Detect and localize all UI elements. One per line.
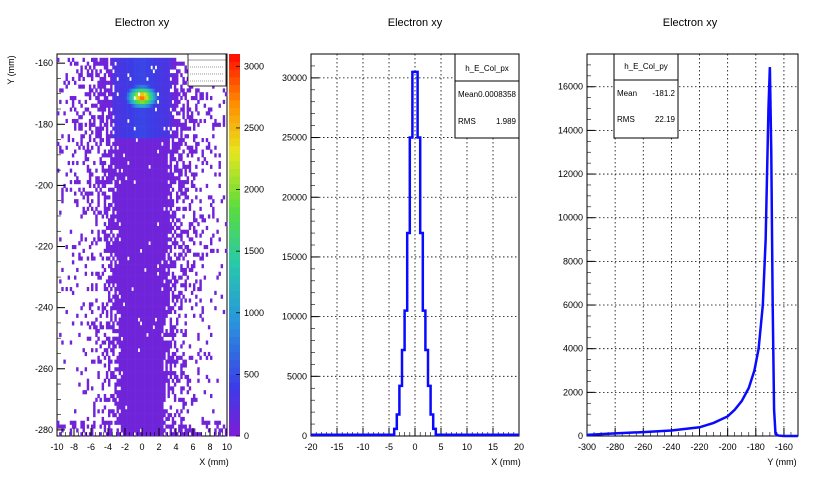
- px-stats-mean: 0.0008358: [478, 90, 516, 99]
- py-stats-rms-label: RMS: [617, 115, 635, 124]
- heatmap-ytick-label: -160: [35, 58, 53, 68]
- px-xtick-label: 0: [412, 442, 417, 452]
- px-ytick-label: 0: [302, 431, 307, 441]
- px-xtick-label: 15: [488, 442, 498, 452]
- colorbar-tick-label: 2500: [244, 123, 264, 133]
- px-histogram-line: [311, 70, 519, 437]
- px-stats-rms-label: RMS: [458, 117, 476, 126]
- py-stats-mean: -181.2: [652, 89, 675, 98]
- heatmap-stats-box: [187, 53, 227, 87]
- py-axes: -300 -280 -260 -240 -220 -200 -180 -160 0 2000 400…: [558, 53, 799, 452]
- py-stats-name: h_E_Col_py: [624, 62, 668, 71]
- px-xtick-label: -20: [304, 442, 317, 452]
- px-stats-box: h_E_Col_px Mean 0.0008358 RMS 1.989: [454, 53, 520, 139]
- heatmap-ytick-label: -220: [35, 242, 53, 252]
- px-stats-rms: 1.989: [496, 117, 517, 126]
- px-xtick-label: 20: [514, 442, 524, 452]
- py-xlabel: Y (mm): [767, 457, 796, 467]
- py-stats-mean-label: Mean: [617, 89, 637, 98]
- heatmap-xlabel: X (mm): [199, 457, 229, 467]
- py-ytick-label: 8000: [563, 256, 583, 266]
- py-histogram-panel: Electron xy -300 -280 -260 -240 -220 -200 -180…: [558, 17, 799, 467]
- py-ytick-label: 14000: [558, 125, 583, 135]
- px-title: Electron xy: [388, 17, 443, 29]
- px-xtick-label: 10: [462, 442, 472, 452]
- py-distribution-line: [586, 67, 798, 438]
- py-title: Electron xy: [663, 17, 718, 29]
- heatmap-ytick-label: -260: [35, 364, 53, 374]
- px-xtick-label: 5: [438, 442, 443, 452]
- colorbar: 0 500 1000 1500 2000 2500 3000: [229, 54, 264, 441]
- px-xtick-label: -5: [385, 442, 393, 452]
- py-ytick-label: 10000: [558, 213, 583, 223]
- heatmap-cells: [57, 57, 228, 437]
- py-ytick-label: 16000: [558, 82, 583, 92]
- py-ytick-label: 4000: [563, 344, 583, 354]
- py-ytick-label: 0: [578, 431, 583, 441]
- py-xtick-label: -280: [606, 442, 624, 452]
- colorbar-tick-label: 2000: [244, 185, 264, 195]
- heatmap-ylabel: Y (mm): [6, 55, 16, 84]
- px-ytick-label: 25000: [282, 133, 307, 143]
- colorbar-tick-label: 3000: [244, 61, 264, 71]
- heatmap-panel: Electron xy -10 -8 -6 -4 -2 0 2 4 6 8 10 -280 -260 -2…: [6, 17, 264, 467]
- heatmap-ytick-label: -180: [35, 119, 53, 129]
- colorbar-tick-label: 1500: [244, 246, 264, 256]
- py-stats-rms: 22.19: [655, 115, 676, 124]
- heatmap-ytick-label: -240: [35, 303, 53, 313]
- colorbar-tick-label: 0: [244, 431, 249, 441]
- heatmap-ytick-label: -280: [35, 425, 53, 435]
- py-xtick-label: -200: [719, 442, 737, 452]
- heatmap-xtick-label: 4: [173, 442, 178, 452]
- px-axes: -20 -15 -10 -5 0 5 10 15 20 0 5000 10000 15000 20000 2…: [282, 53, 524, 452]
- py-ytick-label: 6000: [563, 300, 583, 310]
- px-ytick-label: 10000: [282, 312, 307, 322]
- heatmap-stats-lines: [188, 59, 226, 82]
- px-ytick-label: 30000: [282, 73, 307, 83]
- heatmap-xtick-label: -6: [87, 442, 95, 452]
- py-xtick-label: -180: [747, 442, 765, 452]
- py-xtick-label: -300: [578, 442, 596, 452]
- py-xtick-label: -260: [634, 442, 652, 452]
- py-stats-box: h_E_Col_py Mean -181.2 RMS 22.19: [613, 53, 679, 139]
- heatmap-xtick-label: 2: [156, 442, 161, 452]
- py-xtick-label: -160: [775, 442, 793, 452]
- heatmap-ytick-label: -200: [35, 180, 53, 190]
- colorbar-tick-label: 1000: [244, 308, 264, 318]
- px-ytick-label: 15000: [282, 252, 307, 262]
- colorbar-tick-label: 500: [244, 369, 259, 379]
- px-ytick-label: 5000: [287, 371, 307, 381]
- px-stats-mean-label: Mean: [458, 90, 478, 99]
- heatmap-axes: -10 -8 -6 -4 -2 0 2 4 6 8 10 -280 -260 -240 -220 -200 -1…: [35, 58, 232, 452]
- heatmap-xtick-label: -10: [50, 442, 63, 452]
- heatmap-xtick-label: 10: [222, 442, 232, 452]
- heatmap-xtick-label: 8: [207, 442, 212, 452]
- py-ytick-label: 12000: [558, 169, 583, 179]
- heatmap-xtick-label: -8: [70, 442, 78, 452]
- heatmap-xtick-label: -2: [121, 442, 129, 452]
- px-xlabel: X (mm): [491, 457, 521, 467]
- heatmap-xtick-label: 6: [190, 442, 195, 452]
- px-ytick-label: 20000: [282, 192, 307, 202]
- px-histogram-panel: Electron xy -20 -15 -10 -5 0 5 10 15 20 0 5000 1000…: [282, 17, 524, 467]
- heatmap-title: Electron xy: [115, 17, 170, 29]
- px-stats-name: h_E_Col_px: [465, 64, 509, 73]
- heatmap-xtick-label: -4: [104, 442, 112, 452]
- py-xtick-label: -220: [691, 442, 709, 452]
- px-xtick-label: -15: [330, 442, 343, 452]
- py-xtick-label: -240: [662, 442, 680, 452]
- py-grid: [586, 54, 798, 436]
- heatmap-xtick-label: 0: [139, 442, 144, 452]
- px-xtick-label: -10: [356, 442, 369, 452]
- py-ytick-label: 2000: [563, 387, 583, 397]
